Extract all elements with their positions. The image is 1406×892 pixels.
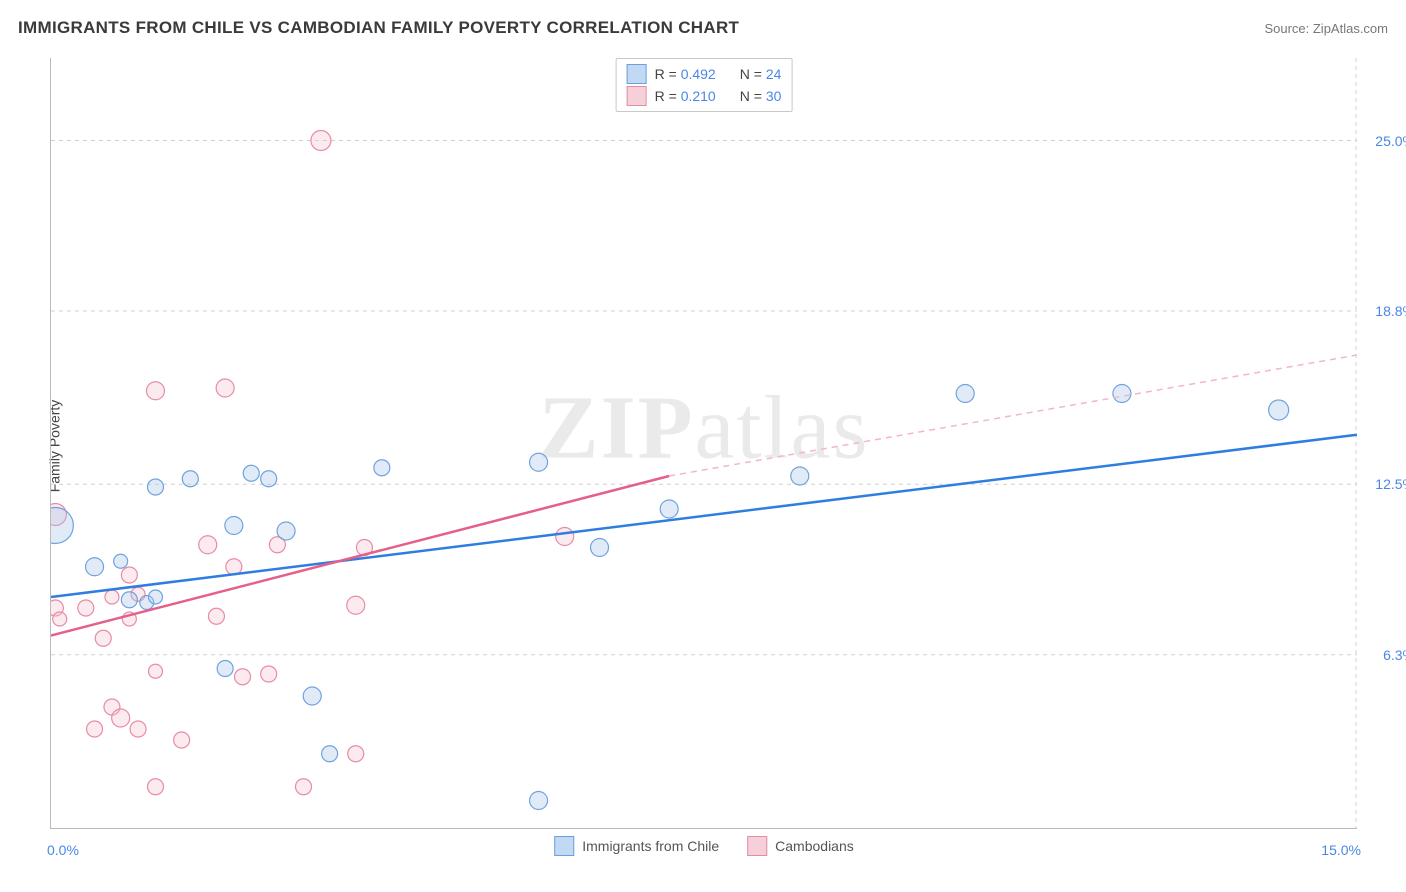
data-point-chile[interactable] — [182, 471, 198, 487]
data-point-cambodians[interactable] — [199, 536, 217, 554]
x-tick-min: 0.0% — [47, 842, 79, 858]
data-point-cambodians[interactable] — [216, 379, 234, 397]
data-point-cambodians[interactable] — [130, 721, 146, 737]
data-point-chile[interactable] — [225, 517, 243, 535]
data-point-chile[interactable] — [114, 554, 128, 568]
data-point-chile[interactable] — [277, 522, 295, 540]
swatch-cambodians-bottom — [747, 836, 767, 856]
data-point-chile[interactable] — [121, 592, 137, 608]
legend-label-cambodians: Cambodians — [775, 838, 854, 854]
data-point-chile[interactable] — [261, 471, 277, 487]
data-point-cambodians[interactable] — [147, 779, 163, 795]
data-point-chile[interactable] — [660, 500, 678, 518]
data-point-cambodians[interactable] — [148, 664, 162, 678]
y-tick-label: 18.8% — [1361, 303, 1406, 319]
swatch-cambodians — [627, 86, 647, 106]
data-point-chile[interactable] — [51, 508, 73, 544]
data-point-chile[interactable] — [86, 558, 104, 576]
data-point-cambodians[interactable] — [311, 131, 331, 151]
series-legend: Immigrants from Chile Cambodians — [554, 836, 854, 856]
data-point-cambodians[interactable] — [208, 608, 224, 624]
swatch-chile — [627, 64, 647, 84]
x-tick-max: 15.0% — [1321, 842, 1361, 858]
n-cambodians: N = 30 — [740, 88, 782, 104]
r-chile: R = 0.492 — [655, 66, 716, 82]
chart-title: IMMIGRANTS FROM CHILE VS CAMBODIAN FAMIL… — [18, 18, 739, 38]
data-point-chile[interactable] — [374, 460, 390, 476]
data-point-cambodians[interactable] — [105, 590, 119, 604]
source-attribution: Source: ZipAtlas.com — [1264, 21, 1388, 36]
data-point-cambodians[interactable] — [261, 666, 277, 682]
data-point-chile[interactable] — [147, 479, 163, 495]
data-point-chile[interactable] — [243, 465, 259, 481]
legend-label-chile: Immigrants from Chile — [582, 838, 719, 854]
data-point-cambodians[interactable] — [556, 528, 574, 546]
data-point-cambodians[interactable] — [121, 567, 137, 583]
data-point-cambodians[interactable] — [295, 779, 311, 795]
legend-row-chile: R = 0.492 N = 24 — [627, 63, 782, 85]
correlation-legend: R = 0.492 N = 24 R = 0.210 N = 30 — [616, 58, 793, 112]
r-cambodians: R = 0.210 — [655, 88, 716, 104]
data-point-chile[interactable] — [1269, 400, 1289, 420]
scatter-plot: ZIPatlas R = 0.492 N = 24 R = 0.210 N = … — [50, 58, 1357, 829]
plot-svg — [51, 58, 1357, 828]
data-point-cambodians[interactable] — [347, 596, 365, 614]
legend-row-cambodians: R = 0.210 N = 30 — [627, 85, 782, 107]
y-tick-label: 6.3% — [1361, 647, 1406, 663]
data-point-cambodians[interactable] — [78, 600, 94, 616]
swatch-chile-bottom — [554, 836, 574, 856]
y-tick-label: 25.0% — [1361, 133, 1406, 149]
y-tick-label: 12.5% — [1361, 476, 1406, 492]
data-point-cambodians[interactable] — [235, 669, 251, 685]
data-point-chile[interactable] — [530, 792, 548, 810]
data-point-chile[interactable] — [1113, 385, 1131, 403]
source-link[interactable]: ZipAtlas.com — [1313, 21, 1388, 36]
data-point-chile[interactable] — [303, 687, 321, 705]
data-point-cambodians[interactable] — [348, 746, 364, 762]
data-point-chile[interactable] — [148, 590, 162, 604]
data-point-cambodians[interactable] — [174, 732, 190, 748]
data-point-cambodians[interactable] — [87, 721, 103, 737]
data-point-chile[interactable] — [956, 385, 974, 403]
data-point-chile[interactable] — [322, 746, 338, 762]
data-point-cambodians[interactable] — [53, 612, 67, 626]
source-prefix: Source: — [1264, 21, 1312, 36]
data-point-chile[interactable] — [591, 539, 609, 557]
data-point-cambodians[interactable] — [95, 630, 111, 646]
data-point-chile[interactable] — [791, 467, 809, 485]
data-point-chile[interactable] — [217, 661, 233, 677]
legend-item-chile[interactable]: Immigrants from Chile — [554, 836, 719, 856]
data-point-cambodians[interactable] — [146, 382, 164, 400]
legend-item-cambodians[interactable]: Cambodians — [747, 836, 854, 856]
n-chile: N = 24 — [740, 66, 782, 82]
data-point-cambodians[interactable] — [112, 709, 130, 727]
data-point-chile[interactable] — [530, 453, 548, 471]
